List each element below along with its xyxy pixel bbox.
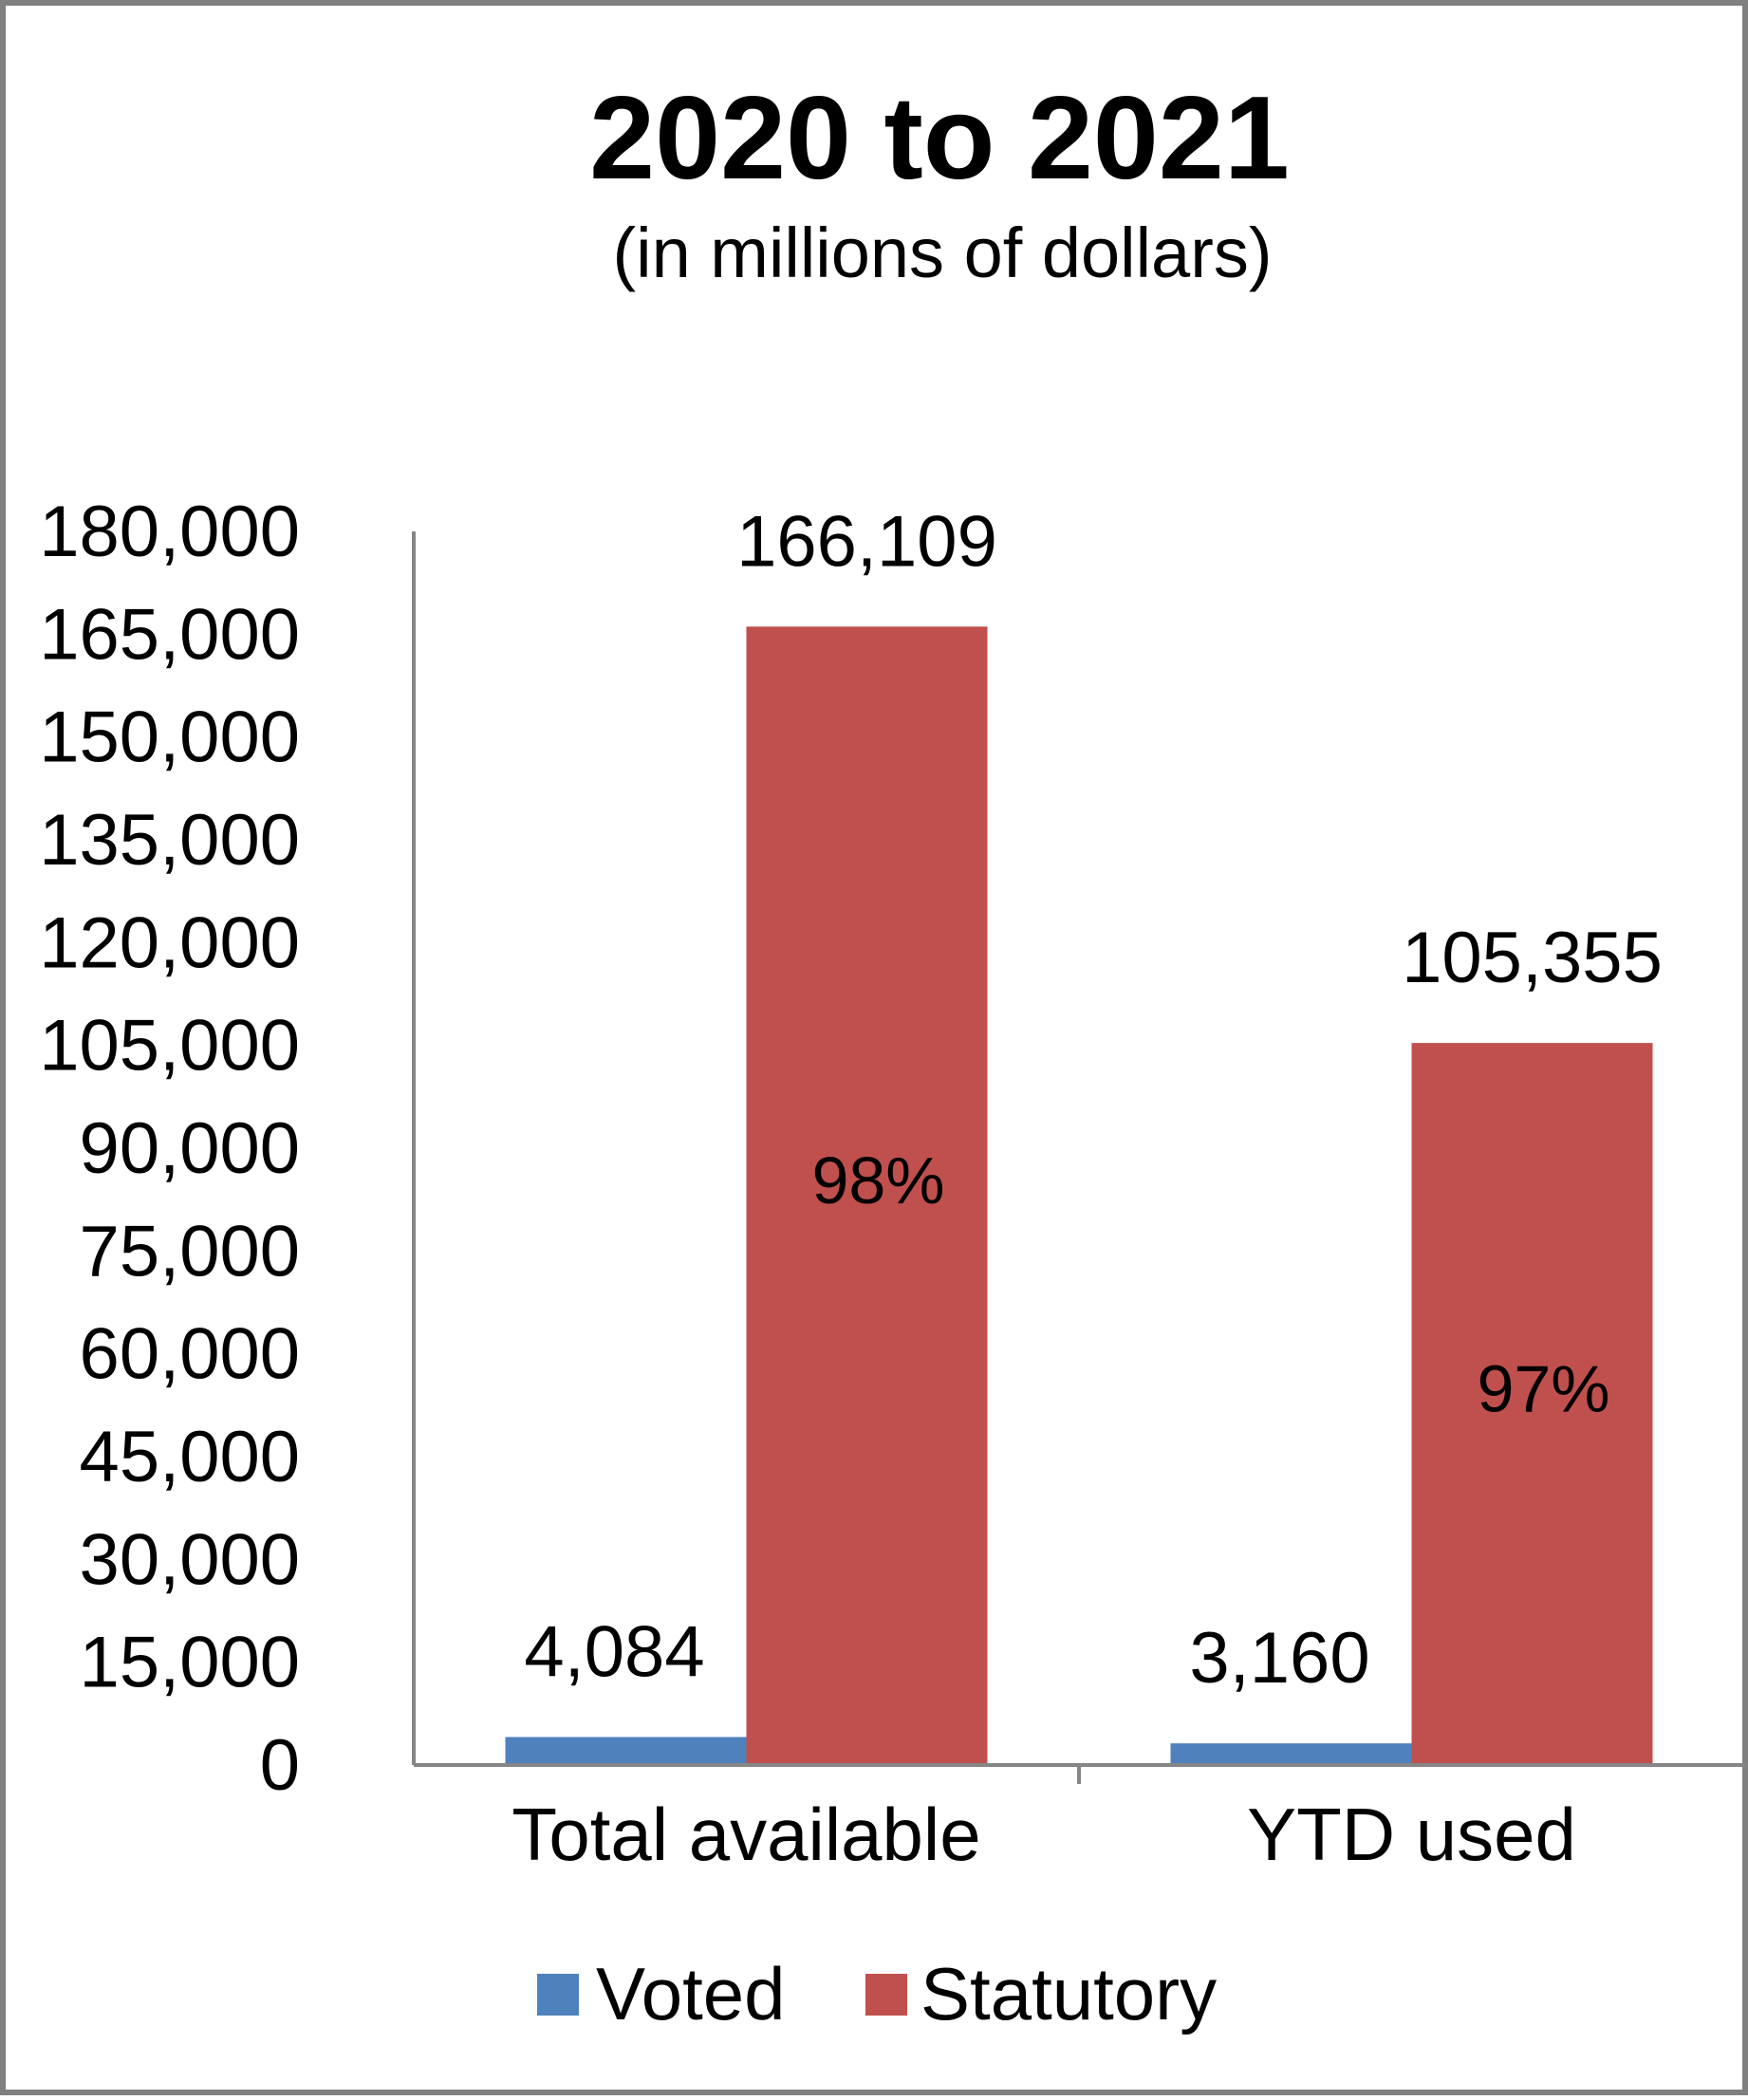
y-tick-label: 30,000 (80, 1519, 300, 1600)
y-tick-label: 180,000 (39, 492, 300, 572)
value-label-statutory-1: 105,355 (1402, 918, 1663, 998)
x-category-label: Total available (511, 1793, 980, 1876)
value-label-voted-1: 3,160 (1189, 1618, 1369, 1699)
y-tick-label: 120,000 (39, 902, 300, 983)
y-tick-label: 165,000 (39, 594, 300, 675)
y-tick-label: 105,000 (39, 1006, 300, 1087)
bar-voted-0 (505, 1737, 747, 1765)
bar-statutory-1 (1411, 1043, 1653, 1765)
legend-swatch-voted (537, 1974, 579, 2016)
x-category-label: YTD used (1247, 1793, 1576, 1876)
legend-label-voted: Voted (596, 1952, 786, 2035)
bar-voted-1 (1170, 1743, 1412, 1765)
value-label-statutory-0: 166,109 (736, 501, 997, 582)
y-tick-label: 45,000 (80, 1417, 300, 1497)
share-label-statutory-1: 97% (1477, 1352, 1609, 1426)
y-tick-label: 0 (260, 1725, 300, 1806)
y-tick-label: 60,000 (80, 1314, 300, 1395)
legend-label-statutory: Statutory (920, 1952, 1217, 2035)
value-label-voted-0: 4,084 (524, 1612, 704, 1693)
value-labels-group: 4,084 166,109 98% 3,160 105,355 97% (524, 501, 1662, 1699)
y-tick-label: 75,000 (80, 1211, 300, 1292)
chart-title: 2020 to 2021 (589, 73, 1290, 204)
legend: Voted Statutory (537, 1952, 1217, 2035)
legend-swatch-statutory (865, 1974, 907, 2016)
y-tick-label: 90,000 (80, 1108, 300, 1189)
chart-subtitle: (in millions of dollars) (613, 214, 1273, 292)
y-axis-tick-labels: 0 15,000 30,000 45,000 60,000 75,000 90,000 105… (39, 492, 300, 1806)
bars-group (505, 626, 1653, 1765)
y-tick-label: 15,000 (80, 1623, 300, 1703)
bar-statutory-0 (746, 626, 988, 1765)
x-axis-category-labels: Total available YTD used (511, 1793, 1576, 1876)
y-tick-label: 150,000 (39, 697, 300, 778)
share-label-statutory-0: 98% (811, 1143, 944, 1217)
y-tick-label: 135,000 (39, 800, 300, 881)
